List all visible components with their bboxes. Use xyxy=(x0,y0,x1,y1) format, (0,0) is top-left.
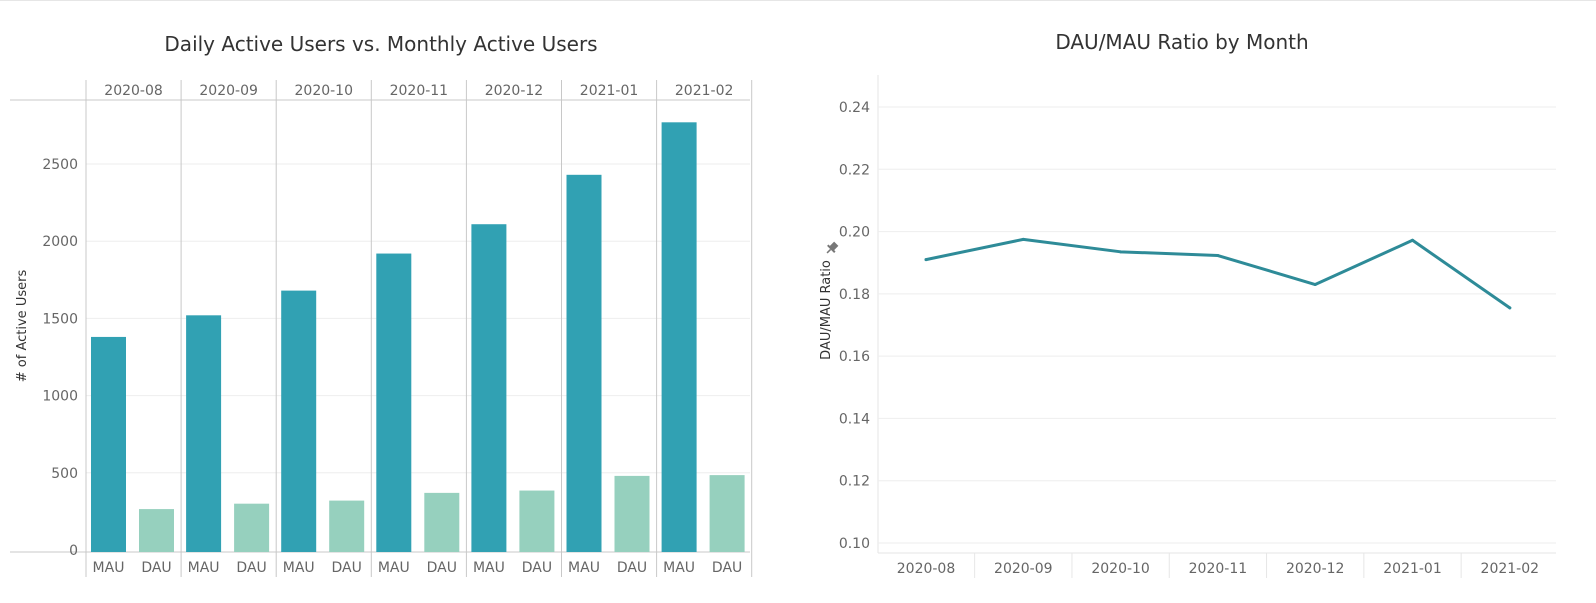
bar-panel-frame xyxy=(10,80,753,577)
bar-sub-label: MAU xyxy=(93,560,125,576)
line-y-tick-label: 0.16 xyxy=(839,349,870,365)
ratio-point-2021-01[interactable] xyxy=(1411,238,1414,242)
bar-sub-label: MAU xyxy=(473,560,505,576)
bar-mau-2020-08[interactable] xyxy=(91,336,126,552)
bar-mau-2020-11[interactable] xyxy=(376,253,412,552)
bar-chart-title: Daily Active Users vs. Monthly Active Us… xyxy=(164,32,597,56)
line-x-tick-label: 2020-10 xyxy=(1091,561,1150,577)
ratio-point-2020-12[interactable] xyxy=(1313,283,1317,287)
line-x-tick-label: 2020-09 xyxy=(994,561,1053,577)
ratio-line-chart: DAU/MAU Ratio by Month DAU/MAU Ratio 0.1… xyxy=(819,30,1556,578)
bar-y-tick-label: 0 xyxy=(69,543,78,559)
dau-mau-bar-chart: Daily Active Users vs. Monthly Active Us… xyxy=(10,32,753,577)
line-y-tick-label: 0.24 xyxy=(839,100,870,116)
bar-dau-2020-12[interactable] xyxy=(519,490,555,552)
bar-mau-2021-02[interactable] xyxy=(661,122,697,552)
line-x-tick-label: 2021-02 xyxy=(1481,561,1540,577)
bar-mau-2020-10[interactable] xyxy=(281,290,317,552)
line-y-tick-label: 0.12 xyxy=(839,474,870,490)
bar-sub-label: DAU xyxy=(522,560,552,576)
line-y-ticks: 0.10 0.12 0.14 0.16 0.18 0.20 0.22 0.24 xyxy=(839,100,870,552)
bar-sub-category-labels: MAU DAU MAU DAU MAU DAU MAU DAU MAU DAU MAU DAU MAU D… xyxy=(93,560,743,576)
ratio-point-2020-11[interactable] xyxy=(1216,254,1220,258)
bar-dau-2021-01[interactable] xyxy=(614,475,650,552)
line-y-tick-label: 0.20 xyxy=(839,225,870,241)
bar-y-tick-label: 2000 xyxy=(42,234,78,250)
bar-sub-label: DAU xyxy=(427,560,457,576)
bar-chart-y-axis-title: # of Active Users xyxy=(15,270,30,383)
bar-mau-2021-01[interactable] xyxy=(566,174,602,553)
line-y-tick-label: 0.10 xyxy=(839,536,870,552)
line-y-tick-label: 0.22 xyxy=(839,162,870,178)
line-x-tick-label: 2020-12 xyxy=(1286,561,1345,577)
bar-sub-label: DAU xyxy=(617,560,647,576)
bar-y-tick-label: 2500 xyxy=(42,157,78,173)
bar-sub-label: DAU xyxy=(712,560,742,576)
bar-dau-2021-02[interactable] xyxy=(709,475,745,552)
bar-category-label: 2021-01 xyxy=(580,83,639,99)
bar-gridlines xyxy=(86,163,750,474)
pin-icon[interactable] xyxy=(824,240,840,256)
ratio-line[interactable] xyxy=(924,237,1512,310)
bar-category-label: 2020-09 xyxy=(199,83,258,99)
bar-y-tick-label: 1000 xyxy=(42,389,78,405)
line-x-tick-label: 2020-08 xyxy=(897,561,956,577)
bar-sub-label: MAU xyxy=(568,560,600,576)
line-chart-y-axis-title: DAU/MAU Ratio xyxy=(819,260,834,360)
bar-dau-2020-09[interactable] xyxy=(234,503,270,552)
ratio-point-2020-08[interactable] xyxy=(924,258,928,262)
bar-dau-2020-08[interactable] xyxy=(139,509,174,552)
ratio-point-2020-09[interactable] xyxy=(1021,237,1025,241)
bar-column-headers: 2020-08 2020-09 2020-10 2020-11 2020-12 2021-… xyxy=(104,83,733,99)
bar-sub-label: MAU xyxy=(283,560,315,576)
bar-mau-2020-09[interactable] xyxy=(186,315,222,552)
bar-category-label: 2021-02 xyxy=(675,83,734,99)
bar-mau-2020-12[interactable] xyxy=(471,224,507,552)
bar-dau-2020-11[interactable] xyxy=(424,492,460,552)
line-x-tick-label: 2020-11 xyxy=(1189,561,1248,577)
bar-y-ticks: 0 500 1000 1500 2000 2500 xyxy=(42,157,78,559)
bar-category-label: 2020-11 xyxy=(390,83,449,99)
line-chart-title: DAU/MAU Ratio by Month xyxy=(1055,30,1308,54)
bar-sub-label: MAU xyxy=(378,560,410,576)
line-y-tick-label: 0.14 xyxy=(839,411,870,427)
bar-dau-2020-10[interactable] xyxy=(329,500,365,552)
line-marks xyxy=(924,237,1512,310)
bar-y-tick-label: 500 xyxy=(51,466,78,482)
bar-sub-label: DAU xyxy=(236,560,266,576)
bar-category-label: 2020-12 xyxy=(485,83,544,99)
bar-sub-label: DAU xyxy=(332,560,362,576)
bar-sub-label: DAU xyxy=(141,560,171,576)
bar-y-tick-label: 1500 xyxy=(42,311,78,327)
ratio-point-2020-10[interactable] xyxy=(1119,250,1123,254)
bar-marks xyxy=(91,122,745,553)
line-y-tick-label: 0.18 xyxy=(839,287,870,303)
ratio-point-2021-02[interactable] xyxy=(1508,306,1512,310)
bar-category-label: 2020-10 xyxy=(295,83,354,99)
bar-category-label: 2020-08 xyxy=(104,83,163,99)
line-x-tick-label: 2021-01 xyxy=(1383,561,1442,577)
line-x-ticks: 2020-08 2020-09 2020-10 2020-11 2020-12 2021-… xyxy=(897,561,1539,577)
bar-sub-label: MAU xyxy=(663,560,695,576)
bar-sub-label: MAU xyxy=(188,560,220,576)
line-gridlines xyxy=(877,75,1556,578)
